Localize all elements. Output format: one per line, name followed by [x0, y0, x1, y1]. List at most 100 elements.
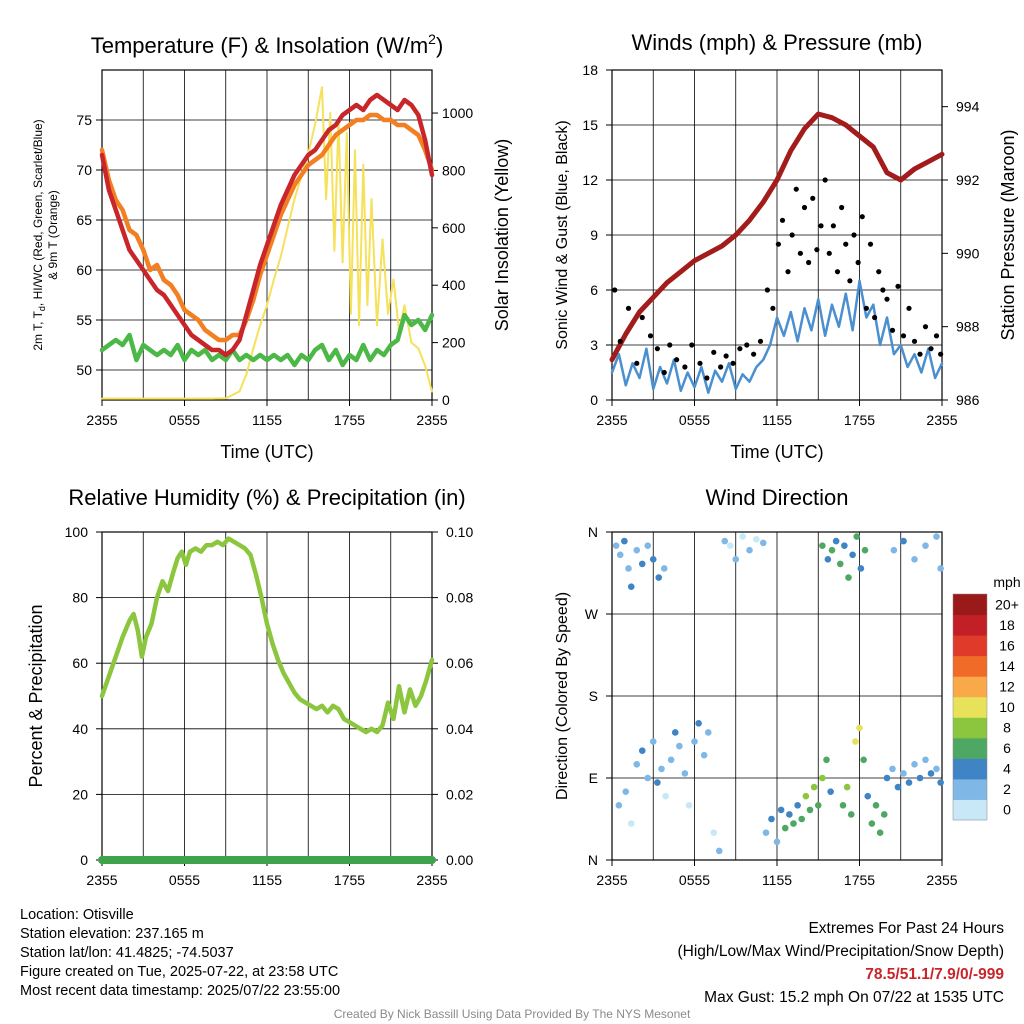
rh-ytick-label: 20 [72, 786, 88, 802]
wind-gust-point [801, 204, 808, 211]
dir-point [911, 556, 918, 563]
dir-point [676, 742, 683, 750]
colorbar-swatch [953, 655, 987, 677]
rh-y2tick-label: 0.06 [446, 655, 473, 671]
dir-point [883, 774, 891, 782]
temp-series-3 [99, 92, 435, 358]
colorbar-swatch [953, 778, 987, 800]
colorbar-swatch [953, 594, 987, 616]
dir-point [900, 770, 907, 777]
colorbar-label: 20+ [995, 596, 1019, 612]
dir-point [861, 546, 869, 554]
dir-xtick-label: 2355 [926, 872, 957, 888]
wind-xtick-label: 0555 [679, 412, 710, 428]
dir-point [681, 770, 689, 777]
latlon-text: Station lat/lon: 41.4825; -74.5037 [20, 945, 234, 961]
wind-ytick-label: 18 [582, 62, 598, 78]
rh-xtick-label: 2355 [416, 872, 447, 888]
wind-y2tick-label: 992 [956, 172, 980, 188]
dir-xtick-label: 0555 [679, 872, 710, 888]
dir-point [654, 779, 661, 786]
rh-ytick-label: 0 [80, 852, 88, 868]
wind-y2tick-label: 986 [956, 392, 980, 408]
wind-gust-point [625, 305, 632, 311]
colorbar-label: 2 [1003, 781, 1011, 797]
wind-gust-point [789, 232, 795, 238]
dir-point [625, 565, 632, 572]
dir-point [852, 738, 859, 745]
dir-point [900, 537, 907, 545]
temp-xtick-label: 0555 [169, 412, 200, 428]
colorbar-swatch [953, 696, 987, 718]
dir-point [739, 533, 746, 540]
dir-point [894, 783, 902, 791]
dir-point [872, 802, 880, 809]
wind-gust-point [880, 287, 886, 293]
wind-y2tick-label: 990 [956, 245, 980, 261]
wind-ytick-label: 9 [590, 227, 598, 243]
dir-point [836, 560, 844, 568]
temp-ytick-label: 75 [76, 112, 92, 128]
dir-point [823, 756, 830, 764]
dir-point [781, 824, 789, 832]
dir-point [671, 729, 679, 736]
dir-point [621, 537, 628, 545]
wind-gust-point [900, 333, 907, 339]
wind-gust-point [793, 186, 799, 192]
dir-point [911, 761, 918, 768]
temp-xtick-label: 1755 [334, 412, 365, 428]
wind-gust-point [826, 250, 832, 256]
wind-gust-point [851, 232, 857, 238]
wind-gust-point [697, 360, 703, 366]
dir-point [644, 542, 652, 549]
rh-title: Relative Humidity (%) & Precipitation (i… [68, 485, 465, 510]
temp-ylabel-line1: 2m T, Td, HI/WC (Red, Green, Scarlet/Blu… [31, 119, 47, 350]
rh-xtick-label: 0555 [169, 872, 200, 888]
dir-point [777, 806, 785, 814]
wind-gust-point [889, 327, 896, 333]
dir-point [794, 802, 801, 809]
temp-xtick-label: 1155 [252, 412, 282, 428]
dir-point [615, 802, 623, 809]
dir-point [695, 720, 702, 727]
dir-point [806, 806, 814, 814]
extremes-title: Extremes For Past 24 Hours [808, 920, 1004, 937]
wind-gust-point [744, 342, 750, 348]
wind-xtick-label: 1755 [844, 412, 875, 428]
dir-point [916, 774, 924, 782]
temp-series-2 [99, 112, 435, 343]
dir-point [649, 556, 657, 563]
rh-xtick-label: 2355 [86, 872, 117, 888]
wind-gust-point [906, 305, 912, 311]
wind-gust-point [876, 269, 882, 275]
dir-ytick-label: N [588, 852, 598, 868]
dir-point [759, 539, 767, 547]
dir-point [786, 811, 793, 818]
dir-point [753, 535, 760, 543]
rh-y2tick-label: 0.02 [446, 786, 473, 802]
wind-gust-point [654, 346, 660, 352]
dir-point [746, 546, 753, 554]
dir-point [839, 802, 847, 809]
wind-gust-point [917, 351, 923, 357]
dir-point [633, 546, 641, 554]
wind-gust-point [872, 314, 878, 321]
dir-point [700, 751, 708, 759]
dir-point [849, 551, 856, 559]
temp-xtick-label: 2355 [416, 412, 447, 428]
wind-gust-point [822, 177, 828, 183]
dir-xtick-label: 1155 [762, 872, 792, 888]
rh-xtick-label: 1155 [252, 872, 282, 888]
wind-gust-point [863, 305, 869, 311]
dir-point [864, 792, 872, 800]
credit-text: Created By Nick Bassill Using Data Provi… [333, 1007, 691, 1021]
temp-y2tick-label: 600 [442, 220, 466, 236]
wind-xtick-label: 2355 [926, 412, 957, 428]
wind-gust-point [723, 353, 729, 359]
dir-point [814, 802, 822, 809]
colorbar-frame [952, 593, 988, 821]
colorbar-swatch [953, 737, 987, 759]
rh-ytick-label: 100 [65, 524, 89, 540]
temp-ylabel-line2: & 9m T (Orange) [46, 190, 60, 280]
wind-ytick-label: 6 [590, 282, 598, 298]
